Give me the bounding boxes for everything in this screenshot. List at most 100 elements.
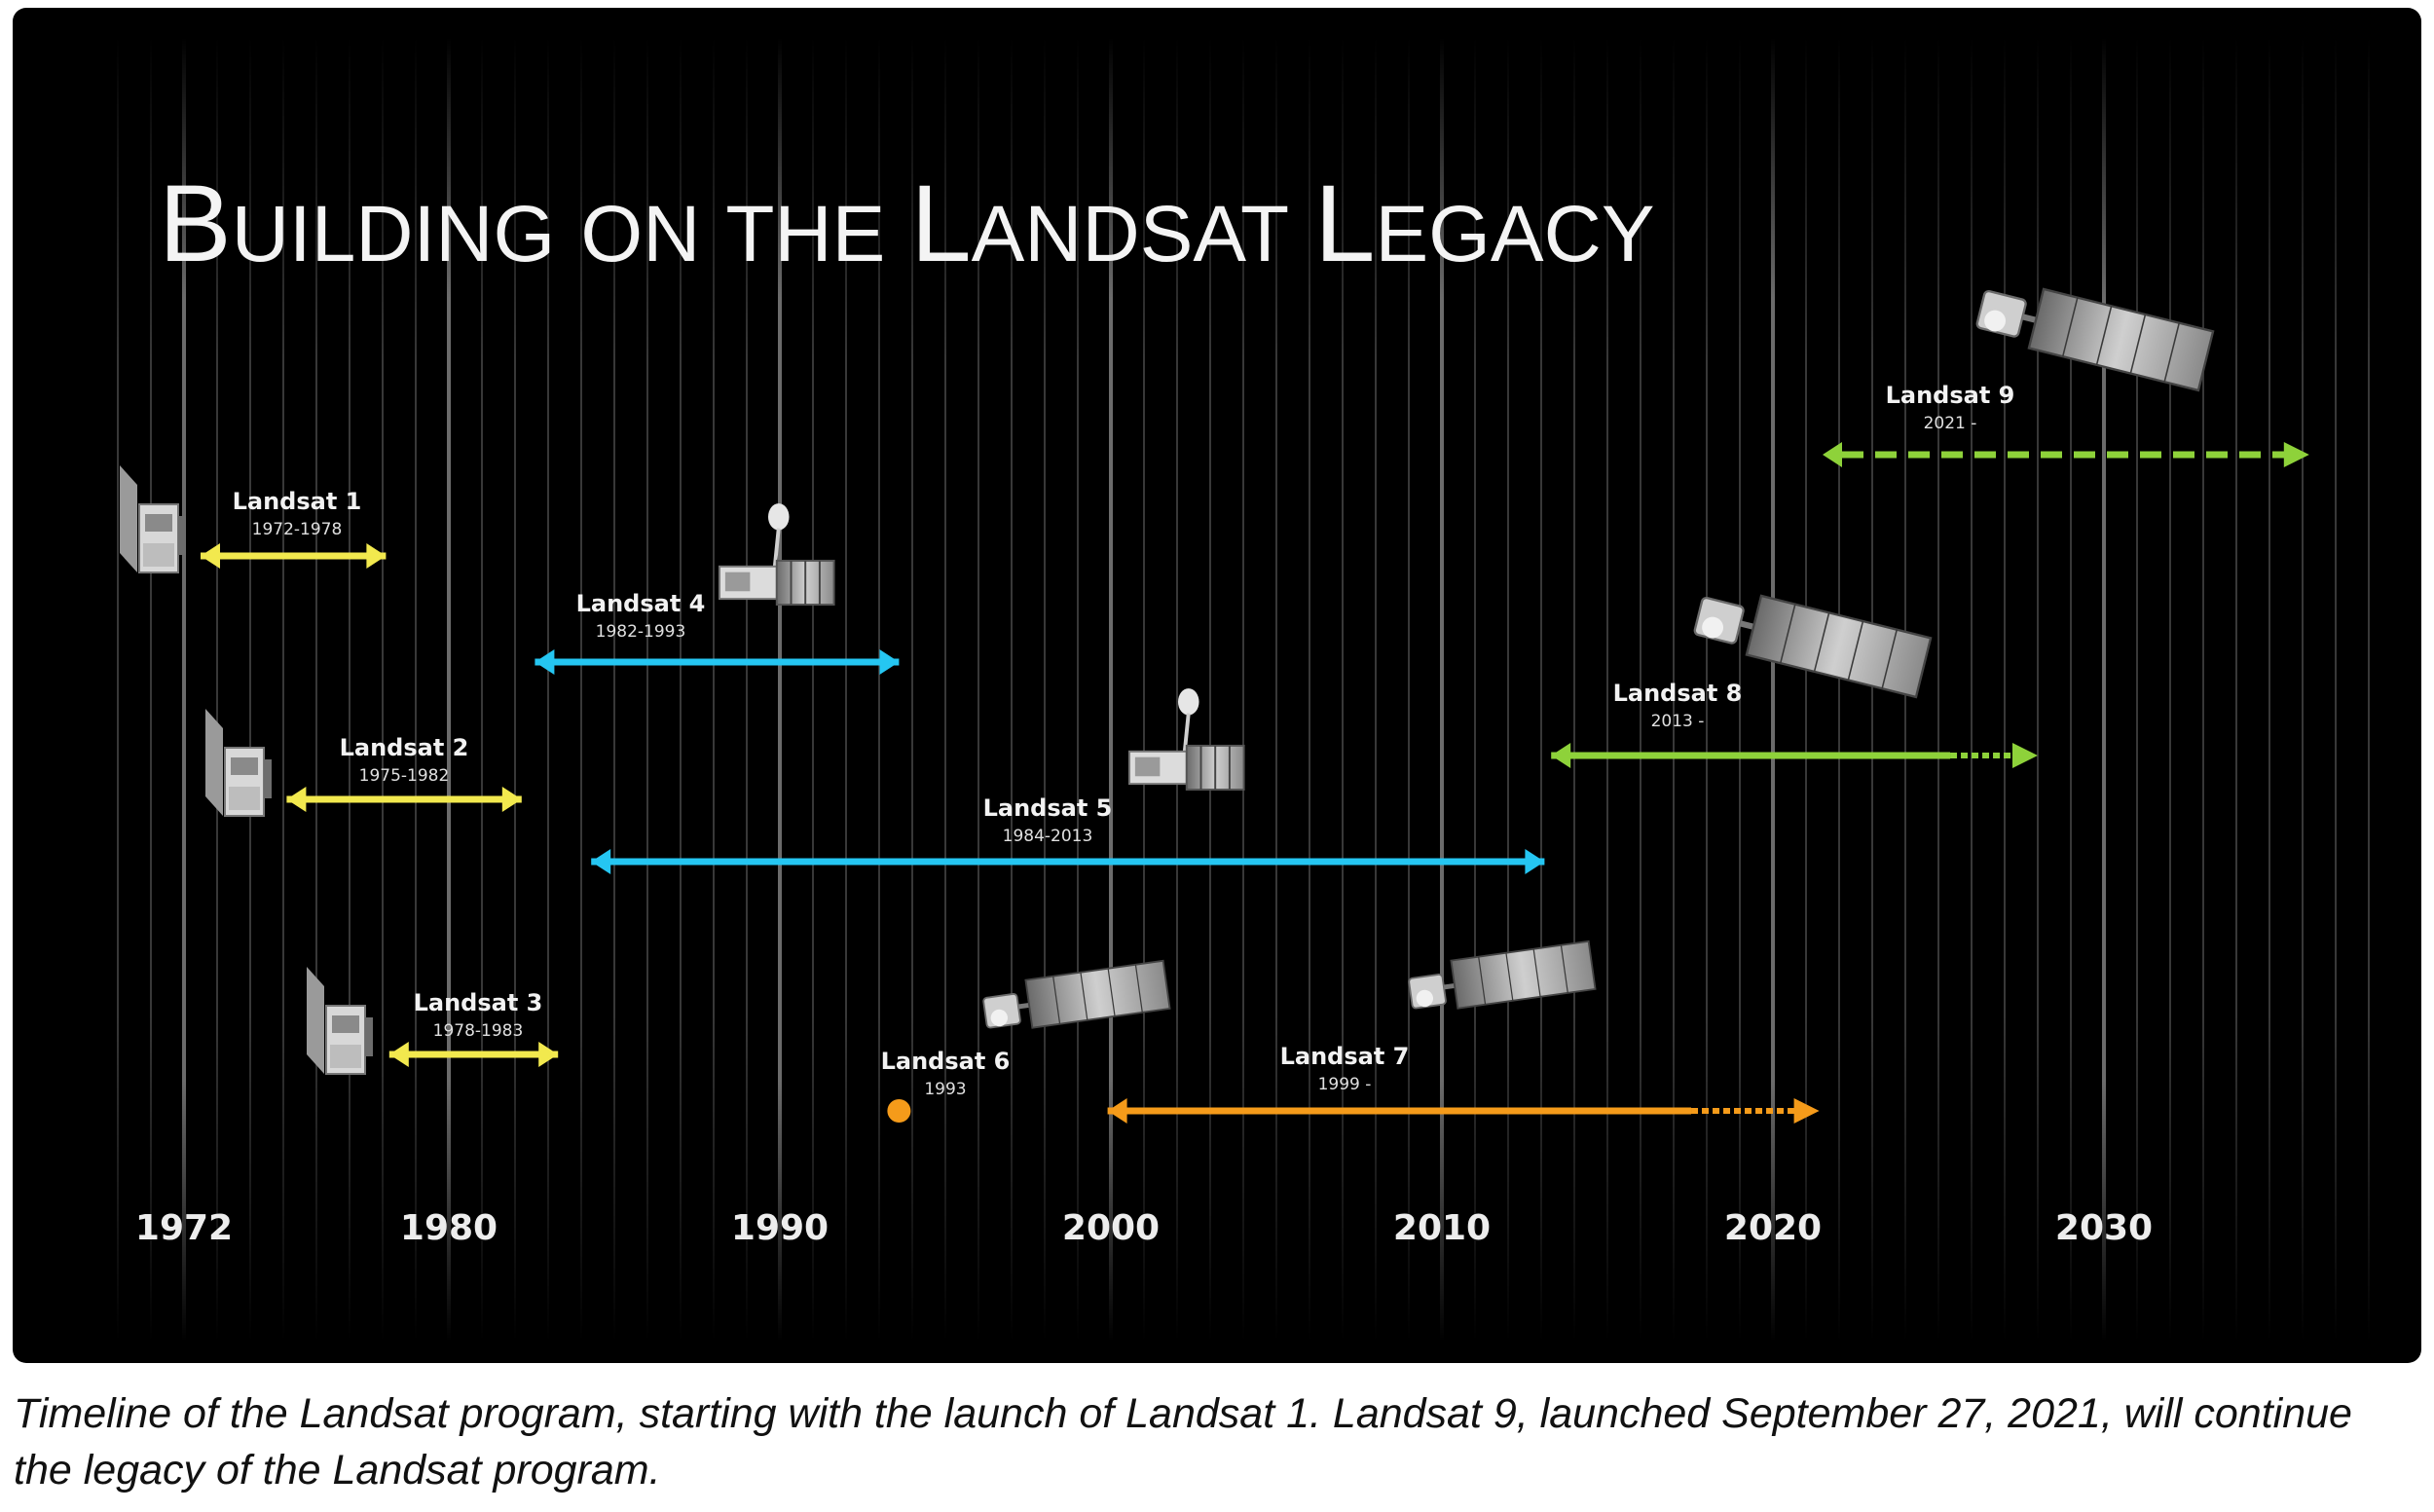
tick-label-2010: 2010: [1393, 1208, 1491, 1248]
figure-caption: Timeline of the Landsat program, startin…: [14, 1390, 2352, 1494]
mission-label-1: Landsat 1 1972-1978: [233, 488, 362, 539]
gridline: [182, 37, 186, 1342]
gridline: [2268, 37, 2270, 1342]
mission-name: Landsat 5: [983, 794, 1113, 822]
gridline: [1739, 37, 1741, 1342]
gridline: [1706, 37, 1708, 1342]
mission-years: 1984-2013: [1003, 827, 1093, 846]
gridline: [580, 37, 582, 1342]
satellite-icon: [1975, 287, 2215, 392]
mission-label-6: Landsat 6 1993: [881, 1048, 1011, 1099]
gridline: [1507, 37, 1509, 1342]
gridline: [812, 37, 814, 1342]
mission-bar-7: [1107, 1098, 1820, 1124]
gridline: [1011, 37, 1013, 1342]
tick-label-2000: 2000: [1062, 1208, 1160, 1248]
satellite-icon: [120, 465, 186, 573]
timeline-panel: BUILDING ON THE LANDSAT LEGACY Landsat 1…: [13, 8, 2421, 1363]
year-gridlines: [117, 37, 2370, 1342]
gridline: [1242, 37, 1244, 1342]
span-start-cap: [286, 787, 307, 812]
span-start-cap: [591, 849, 611, 874]
gridline: [1408, 37, 1410, 1342]
gridline: [1077, 37, 1079, 1342]
satellite-icon: [1128, 688, 1245, 791]
gridline: [1474, 37, 1476, 1342]
gridline: [2004, 37, 2006, 1342]
gridline: [778, 37, 782, 1342]
span-end-cap: [501, 787, 522, 812]
gridline: [2070, 37, 2072, 1342]
title-word-the: THE: [725, 190, 885, 278]
gridline: [1209, 37, 1211, 1342]
title-letter-l: L: [910, 163, 971, 284]
span-start-cap: [388, 1042, 409, 1067]
gridline: [1640, 37, 1641, 1342]
gridline: [2169, 37, 2171, 1342]
mission-bar-2: [286, 787, 522, 812]
gridline: [2102, 37, 2106, 1342]
gridline: [1309, 37, 1310, 1342]
mission-label-5: Landsat 5 1984-2013: [983, 794, 1113, 846]
gridline: [944, 37, 946, 1342]
mission-years: 1993: [924, 1080, 966, 1099]
gridline: [1540, 37, 1542, 1342]
landsat-timeline: BUILDING ON THE LANDSAT LEGACY Landsat 1…: [117, 37, 2370, 1342]
launch-point: [887, 1099, 911, 1123]
span-end-cap: [1525, 849, 1545, 874]
gridline: [2136, 37, 2138, 1342]
gridline: [680, 37, 682, 1342]
mission-name: Landsat 4: [576, 590, 706, 617]
gridline: [1342, 37, 1344, 1342]
mission-bar-3: [388, 1042, 559, 1067]
mission-years: 2021 -: [1924, 414, 1977, 433]
gridline: [1143, 37, 1145, 1342]
mission-bars: [201, 442, 2309, 1124]
satellite-icon: [1693, 594, 1933, 699]
gridline: [746, 37, 748, 1342]
gridline: [1771, 37, 1775, 1342]
gridline: [2037, 37, 2039, 1342]
mission-label-7: Landsat 7 1999 -: [1280, 1043, 1410, 1094]
gridline: [349, 37, 350, 1342]
gridline: [1971, 37, 1973, 1342]
satellite-icon: [307, 967, 373, 1075]
span-start-cap: [1823, 442, 1842, 467]
arrow-head: [2012, 743, 2038, 768]
title-letter-l2: L: [1314, 163, 1375, 284]
title-word-building: UILDING: [232, 190, 556, 278]
mission-years: 1978-1983: [433, 1021, 524, 1041]
gridline: [977, 37, 979, 1342]
year-tick-labels: 1972 1980 1990 2000 2010 2020 2030: [135, 1208, 2153, 1248]
gridline: [117, 37, 119, 1342]
gridline: [481, 37, 483, 1342]
span-end-cap: [538, 1042, 559, 1067]
title-word-landsat: ANDSAT: [972, 190, 1290, 278]
mission-bar-6: [887, 1099, 911, 1123]
arrow-head: [1793, 1098, 1820, 1124]
gridline: [1871, 37, 1873, 1342]
mission-label-3: Landsat 3 1978-1983: [414, 989, 543, 1041]
gridline: [1044, 37, 1046, 1342]
gridline: [613, 37, 615, 1342]
satellite-icon: [1408, 940, 1597, 1010]
gridline: [2302, 37, 2304, 1342]
mission-label-4: Landsat 4 1982-1993: [576, 590, 706, 642]
gridline: [2202, 37, 2204, 1342]
gridline: [315, 37, 317, 1342]
span-start-cap: [1551, 743, 1571, 768]
mission-name: Landsat 3: [414, 989, 543, 1016]
mission-bar-4: [535, 649, 900, 675]
mission-years: 1982-1993: [596, 622, 686, 642]
svg-text:BUILDING ON TH: BUILDING ON THE LANDSAT LEGACY: [159, 163, 1655, 284]
gridline: [2368, 37, 2370, 1342]
tick-label-1990: 1990: [731, 1208, 829, 1248]
span-start-cap: [1107, 1098, 1127, 1124]
gridline: [1937, 37, 1939, 1342]
satellite-illustrations: [120, 287, 2215, 1075]
gridline: [282, 37, 284, 1342]
arrow-head: [2283, 442, 2309, 467]
tick-label-1972: 1972: [135, 1208, 233, 1248]
gridline: [249, 37, 251, 1342]
gridline: [415, 37, 417, 1342]
